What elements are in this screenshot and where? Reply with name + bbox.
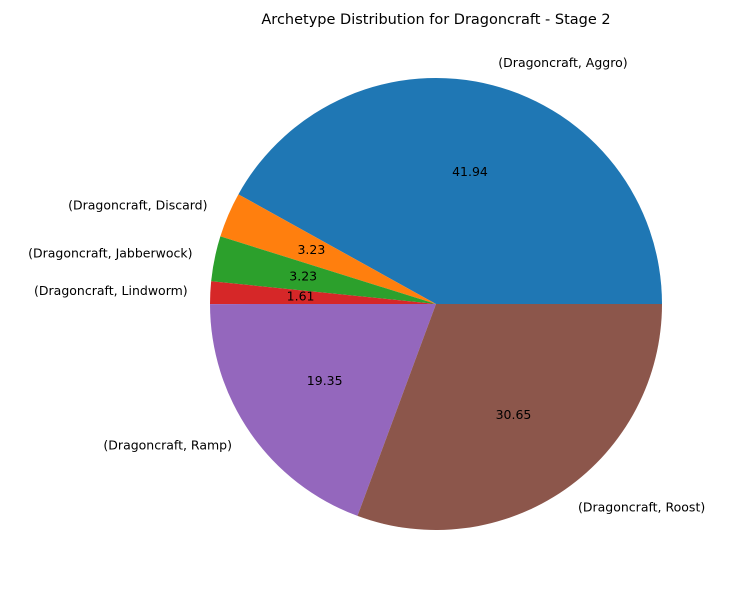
slice-label-dragoncraft-lindworm: (Dragoncraft, Lindworm) <box>34 283 188 298</box>
pie-slice-labels: (Dragoncraft, Aggro) (Dragoncraft, Discar… <box>28 55 705 515</box>
slice-label-dragoncraft-roost: (Dragoncraft, Roost) <box>578 500 705 515</box>
pie-slices <box>210 78 662 530</box>
pie-slice-dragoncraft-jabberwock <box>211 236 436 304</box>
value-label-dragoncraft-jabberwock: 3.23 <box>289 268 317 283</box>
chart-title: Archetype Distribution for Dragoncraft -… <box>261 12 610 28</box>
value-label-dragoncraft-ramp: 19.35 <box>307 373 343 388</box>
value-label-dragoncraft-aggro: 41.94 <box>452 164 488 179</box>
pie-slice-dragoncraft-ramp <box>210 304 436 516</box>
value-label-dragoncraft-discard: 3.23 <box>297 242 325 257</box>
pie-slice-dragoncraft-aggro <box>238 78 662 304</box>
pie-slice-dragoncraft-lindworm <box>210 281 436 305</box>
pie-slice-dragoncraft-roost <box>357 304 662 530</box>
slice-label-dragoncraft-ramp: (Dragoncraft, Ramp) <box>103 438 232 453</box>
slice-label-dragoncraft-jabberwock: (Dragoncraft, Jabberwock) <box>28 246 192 261</box>
value-label-dragoncraft-lindworm: 1.61 <box>287 289 315 304</box>
pie-value-labels: 41.94 3.23 3.23 1.61 19.35 30.65 <box>287 164 532 422</box>
slice-label-dragoncraft-discard: (Dragoncraft, Discard) <box>68 198 207 213</box>
pie-slice-dragoncraft-discard <box>220 194 436 304</box>
slice-label-dragoncraft-aggro: (Dragoncraft, Aggro) <box>498 55 627 70</box>
value-label-dragoncraft-roost: 30.65 <box>496 407 532 422</box>
